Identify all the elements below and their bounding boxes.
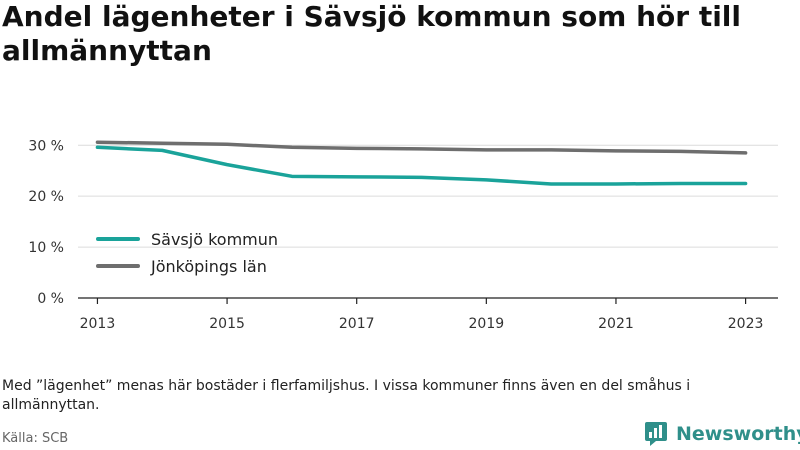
legend: Sävsjö kommun Jönköpings län [96,230,278,276]
x-tick-label: 2019 [469,316,505,332]
y-tick-label: 0 % [37,291,64,307]
source-label: Källa: SCB [2,431,69,446]
legend-label: Sävsjö kommun [151,230,278,249]
x-tick-label: 2021 [598,316,634,332]
y-axis-labels: 0 % 10 % 20 % 30 % [28,138,64,307]
y-tick-label: 10 % [28,240,64,256]
series-line-sävsjö-kommun [95,145,748,186]
x-tick-label: 2015 [209,316,245,332]
x-axis: 2013 2015 2017 2019 2021 2023 [80,298,764,332]
brand-name: Newsworthy [676,423,800,445]
legend-label: Jönköpings län [150,257,267,276]
y-tick-label: 20 % [28,189,64,205]
x-tick-label: 2023 [728,316,764,332]
series-line-jönköpings-län [95,140,748,155]
x-tick-label: 2017 [339,316,375,332]
footnote: Med ”lägenhet” menas här bostäder i fler… [2,378,691,413]
x-tick-label: 2013 [80,316,116,332]
y-tick-label: 30 % [28,138,64,154]
chart-title: Andel lägenheter i Sävsjö kommun som hör… [2,0,742,67]
series-lines [95,140,748,186]
brand[interactable]: Newsworthy [644,420,800,448]
line-chart: 0 % 10 % 20 % 30 % 2013 2015 2017 2019 2021 2023… [28,138,778,332]
newsworthy-logo-icon [645,422,667,446]
